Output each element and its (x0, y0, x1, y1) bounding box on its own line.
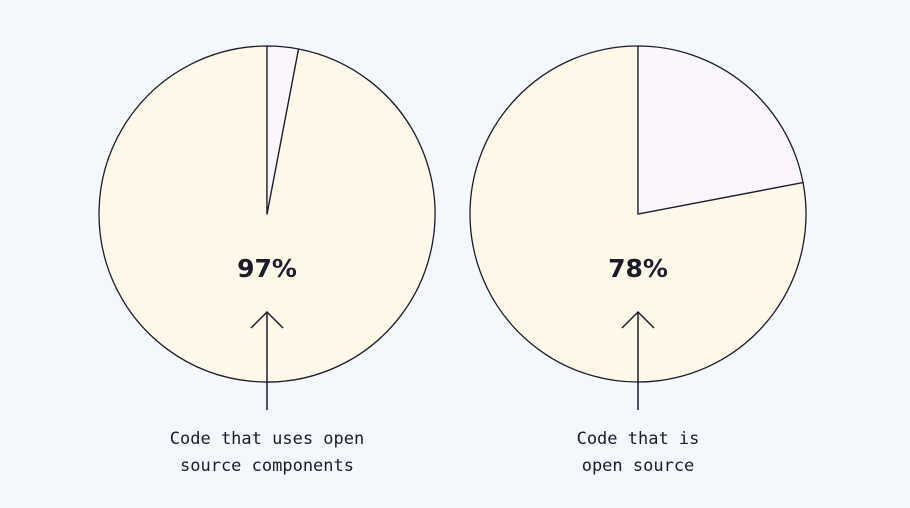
caption-line: Code that is (576, 429, 700, 449)
pie-center-label: 97% (237, 254, 297, 283)
caption-line: Code that uses open (169, 429, 365, 449)
pie-chart-1: 97% (98, 45, 436, 410)
pie-center-label: 78% (608, 254, 668, 283)
pie-slice-majority (469, 45, 807, 383)
caption-open-source: Code that is open source (478, 426, 798, 480)
caption-line: source components (180, 456, 354, 476)
pie-slice-minority (637, 45, 804, 215)
arrow-up-icon (621, 310, 655, 329)
caption-line: open source (581, 456, 695, 476)
caption-open-source-components: Code that uses open source components (107, 426, 427, 480)
arrow-up-icon (250, 310, 284, 329)
pie-slice-minority (266, 45, 300, 215)
pie-chart-2: 78% (469, 45, 807, 410)
